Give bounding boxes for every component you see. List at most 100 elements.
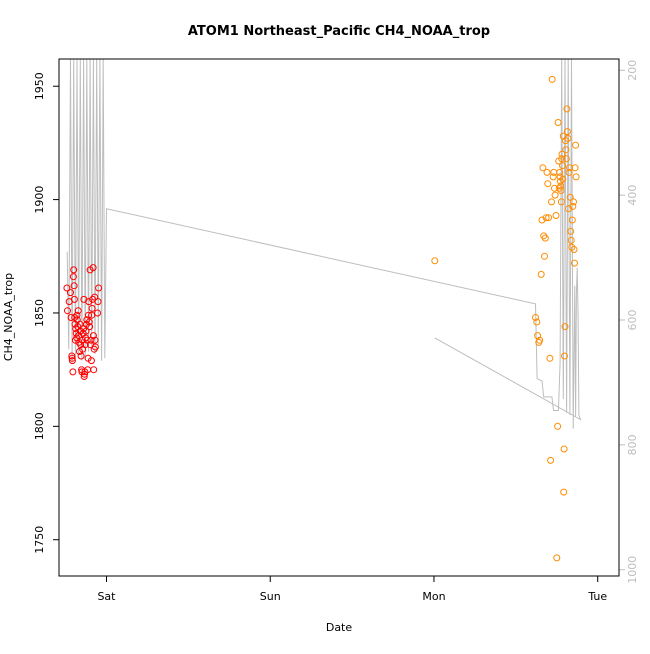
- data-point: [565, 168, 573, 176]
- data-point: [559, 162, 566, 170]
- data-point: [68, 352, 76, 360]
- data-point: [72, 329, 80, 337]
- data-point: [563, 105, 571, 113]
- data-point: [557, 187, 565, 194]
- y-tick-label: 1950: [33, 72, 46, 100]
- data-point: [562, 155, 570, 163]
- data-point: [570, 246, 578, 253]
- y-tick-label: 1750: [33, 526, 46, 554]
- data-point: [70, 282, 78, 290]
- data-point: [532, 314, 539, 321]
- series-2-group: [431, 75, 580, 562]
- data-point: [564, 134, 572, 142]
- data-point: [545, 214, 553, 222]
- data-point: [80, 373, 88, 380]
- data-point: [90, 366, 98, 374]
- data-point: [562, 137, 569, 145]
- data-point: [69, 273, 77, 281]
- data-point: [543, 168, 551, 176]
- data-point: [570, 198, 577, 206]
- data-point: [74, 307, 82, 315]
- data-point: [94, 309, 101, 317]
- data-point: [547, 456, 555, 464]
- data-point: [567, 227, 575, 235]
- data-point: [560, 445, 568, 453]
- data-point: [554, 422, 562, 430]
- data-point: [539, 164, 547, 172]
- data-point: [95, 284, 103, 292]
- data-point: [91, 336, 99, 344]
- data-point: [94, 298, 102, 306]
- data-point: [558, 155, 566, 163]
- y-axis-label: CH4_NOAA_trop: [2, 273, 15, 361]
- y-tick-label: 1850: [33, 299, 46, 327]
- data-point: [549, 173, 557, 181]
- y2-tick-label: 600: [626, 310, 639, 331]
- x-tick-label: Sat: [97, 590, 116, 603]
- data-point: [566, 193, 574, 201]
- data-point: [556, 168, 564, 176]
- x-tick-label: Tue: [587, 590, 607, 603]
- pressure-series-line: [66, 59, 582, 429]
- data-point: [541, 234, 549, 242]
- data-point: [82, 327, 90, 335]
- data-point: [541, 252, 548, 260]
- data-point: [561, 323, 569, 331]
- data-point: [568, 243, 576, 251]
- data-point: [85, 298, 93, 306]
- y-tick-label: 1800: [33, 412, 46, 440]
- data-point: [63, 284, 71, 292]
- data-point: [73, 311, 81, 319]
- data-point: [568, 216, 576, 224]
- data-point: [83, 336, 91, 344]
- y2-tick-label: 800: [626, 434, 639, 455]
- data-point: [550, 168, 558, 176]
- data-point: [70, 266, 78, 274]
- data-point: [77, 341, 85, 349]
- data-point: [572, 141, 580, 149]
- y-tick-label: 1900: [33, 186, 46, 214]
- data-point: [552, 212, 560, 219]
- data-point: [542, 214, 550, 222]
- data-point: [431, 257, 439, 265]
- x-tick-label: Mon: [422, 590, 445, 603]
- data-point: [571, 164, 579, 172]
- data-point: [68, 354, 76, 362]
- data-point: [88, 304, 96, 312]
- data-point: [551, 191, 559, 199]
- data-point: [88, 311, 96, 319]
- data-point: [86, 323, 94, 331]
- x-axis-label: Date: [326, 621, 353, 634]
- y2-tick-label: 400: [626, 185, 639, 206]
- pressure-line-layer: [66, 59, 582, 429]
- data-point: [89, 264, 97, 272]
- data-point: [553, 554, 561, 562]
- data-point: [537, 270, 545, 278]
- data-point: [560, 488, 568, 496]
- data-point: [540, 232, 548, 240]
- data-point: [565, 205, 573, 213]
- y2-tick-label: 1000: [626, 556, 639, 584]
- data-point: [64, 307, 71, 315]
- y2-tick-label: 200: [626, 60, 639, 81]
- data-point: [538, 216, 546, 224]
- data-point: [571, 259, 578, 267]
- data-point: [85, 318, 93, 326]
- data-point: [89, 332, 97, 340]
- data-point: [561, 352, 568, 360]
- data-point: [91, 293, 99, 301]
- axes-layer: Sat Sun Mon Tue 1750 1800 1850 1900 1950 200 400 60…: [33, 60, 639, 603]
- data-point: [548, 198, 555, 206]
- data-point: [544, 180, 552, 188]
- data-point: [70, 295, 78, 303]
- data-point: [548, 75, 556, 83]
- data-point: [558, 150, 566, 158]
- data-point: [557, 198, 565, 206]
- data-point: [556, 177, 564, 185]
- x-tick-label: Sun: [260, 590, 281, 603]
- data-point: [68, 357, 76, 365]
- data-point: [77, 352, 85, 360]
- data-point: [554, 119, 562, 126]
